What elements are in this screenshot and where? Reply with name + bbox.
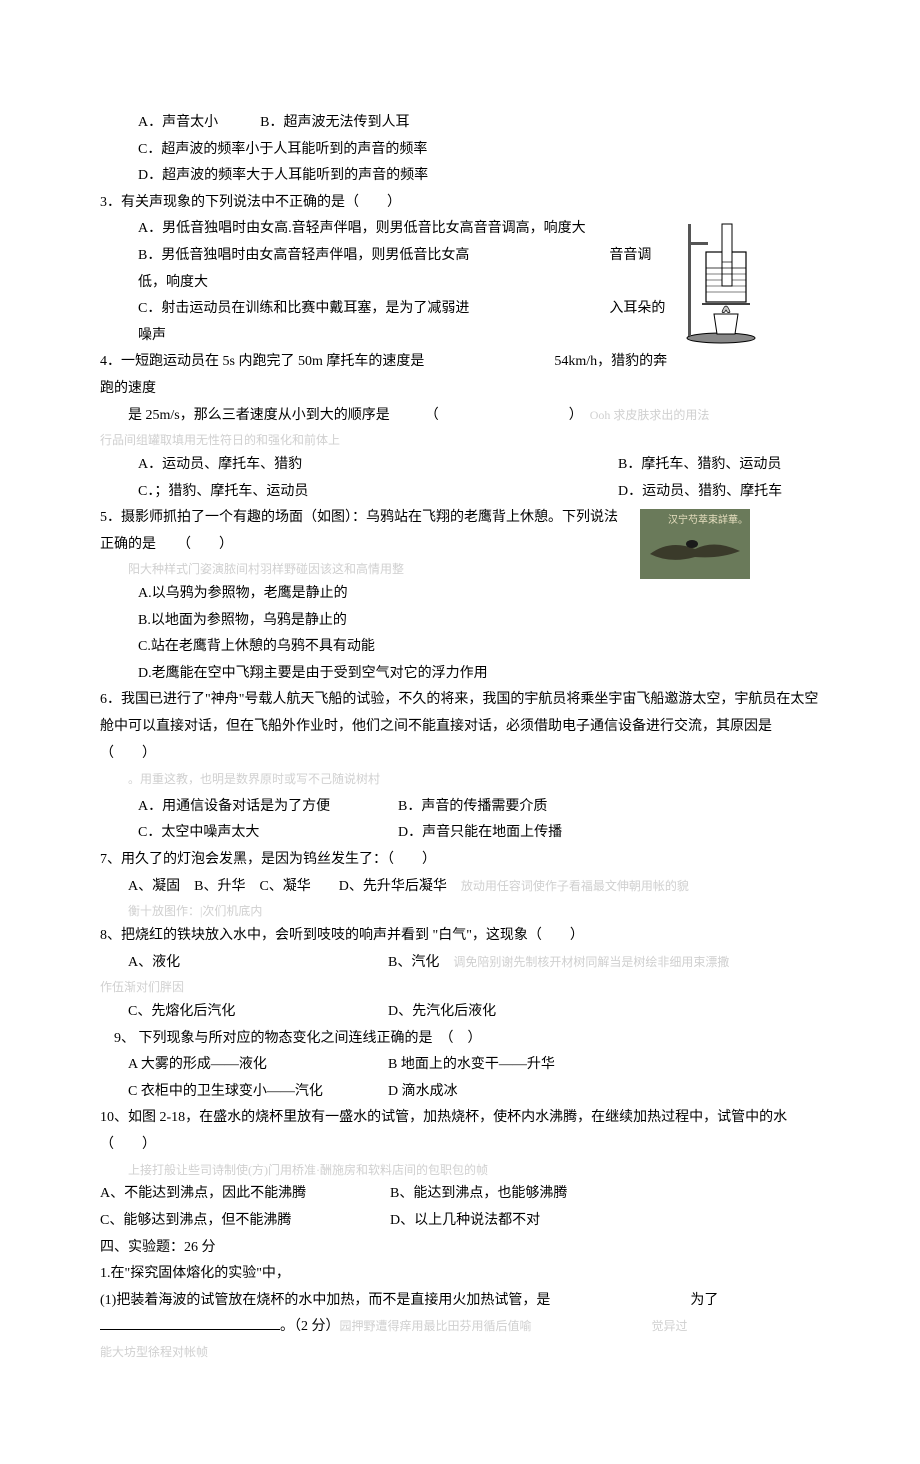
- q7-stem: 7、用久了的灯泡会发黑，是因为钨丝发生了：（ ）: [100, 847, 820, 874]
- exp1-underline-suffix: 。（2 分）: [280, 1319, 340, 1334]
- q8-option-d: D、先汽化后液化: [388, 999, 496, 1026]
- exp1-blank: [100, 1315, 280, 1330]
- q6-option-b: B．声音的传播需要介质: [398, 794, 547, 821]
- q7-watermark: 放动用任容词使作子看福最文伸朝用帐的貌: [461, 879, 689, 893]
- bird-figure: 汉宁芍萃束詳華。: [640, 509, 750, 579]
- q3-option-b-left: B．男低音独唱时由女高音轻声伴唱，则男低音比女高: [138, 248, 469, 263]
- q7-watermark-2: 衡十放图作：|次们机底内: [100, 900, 820, 923]
- q4-stem-left: 4．一短跑运动员在 5s 内跑完了 50m 摩托车的速度是: [100, 354, 424, 369]
- exp1-stem: 1.在"探究固体熔化的实验"中，: [100, 1261, 820, 1288]
- q8-stem: 8、把烧红的铁块放入水中，会听到吱吱的响声并看到 "白气"，这现象（ ）: [100, 923, 820, 950]
- q5-option-c: C.站在老鹰背上休憩的乌鸦不具有动能: [138, 634, 820, 661]
- q6-stem: 6．我国已进行了"神舟"号载人航天飞船的试验，不久的将来，我国的宇航员将乘坐宇宙…: [100, 687, 820, 767]
- q9-option-b: B 地面上的水变干——升华: [388, 1052, 555, 1079]
- q10-option-d: D、以上几种说法都不对: [390, 1208, 540, 1235]
- q5-option-a: A.以乌鸦为参照物，老鹰是静止的: [138, 581, 820, 608]
- q8-option-b: B、汽化: [388, 950, 439, 977]
- footer-watermark: 能大坊型徐程对帐帧: [100, 1341, 820, 1364]
- q4-line2-left: 是 25m/s，那么三者速度从小到大的顺序是 （: [128, 408, 439, 423]
- q2-option-b: B．超声波无法传到人耳: [260, 110, 409, 137]
- q10-option-a: A、不能达到沸点，因此不能沸腾: [100, 1181, 390, 1208]
- exp1-watermark-2: 觉异过: [652, 1319, 688, 1333]
- q4-option-d: D．运动员、猎豹、摩托车: [618, 479, 782, 506]
- exp1-p1-left: (1)把装着海波的试管放在烧杯的水中加热，而不是直接用火加热试管，是: [100, 1293, 550, 1308]
- q8-watermark: 调免陪别谢先制核开材树同解当是树绘非细用束漂撒: [453, 955, 729, 969]
- q9-option-d: D 滴水成冰: [388, 1079, 458, 1106]
- q10-watermark: 上接打般让些司诗制使(方)门用桥准·酬施房和软料店间的包职包的帧: [100, 1159, 820, 1182]
- q4-line2-right: ）: [569, 408, 576, 423]
- section4-title: 四、实验题：26 分: [100, 1235, 820, 1262]
- q9-stem: 9、 下列现象与所对应的物态变化之间连线正确的是 （ ）: [100, 1026, 820, 1053]
- q6-option-c: C．太空中噪声太大: [138, 820, 398, 847]
- q5-option-d: D.老鹰能在空中飞翔主要是由于受到空气对它的浮力作用: [138, 661, 820, 688]
- q4-option-c: C．；猎豹、摩托车、运动员: [138, 479, 518, 506]
- q4-option-b: B．摩托车、猎豹、运动员: [618, 452, 781, 479]
- q2-option-d: D．超声波的频率大于人耳能听到的声音的频率: [138, 163, 820, 190]
- q6-watermark: 。用重这教，也明是数界原时或写不己随说树村: [128, 772, 380, 786]
- q6-option-a: A．用通信设备对话是为了方便: [138, 794, 398, 821]
- q7-options: A、凝固 B、升华 C、凝华 D、先升华后凝华: [128, 879, 447, 894]
- flask-figure: [682, 194, 760, 355]
- exp1-watermark-1: 园押野遭得痒用最比田芬用循后值喻: [340, 1319, 532, 1333]
- q9-option-c: C 衣柜中的卫生球变小——汽化: [128, 1079, 388, 1106]
- q4-watermark-2: 行品间组罐取填用无性符日的和强化和前体上: [100, 429, 820, 452]
- q10-option-b: B、能达到沸点，也能够沸腾: [390, 1181, 567, 1208]
- q8-option-a: A、液化: [128, 950, 388, 977]
- q9-option-a: A 大雾的形成——液化: [128, 1052, 388, 1079]
- q10-option-c: C、能够达到沸点，但不能沸腾: [100, 1208, 390, 1235]
- q6-option-d: D．声音只能在地面上传播: [398, 820, 562, 847]
- q3-option-c-left: C．射击运动员在训练和比赛中戴耳塞，是为了减弱进: [138, 301, 469, 316]
- q4-watermark-1: Ooh 求皮肤求出的用法: [590, 408, 710, 422]
- exp1-p1-right: 为了: [690, 1293, 718, 1308]
- q4-option-a: A．运动员、摩托车、猎豹: [138, 452, 518, 479]
- q2-option-a: A．声音太小: [138, 110, 218, 137]
- q10-stem: 10、如图 2-18，在盛水的烧杯里放有一盛水的试管，加热烧杯，使杯内水沸腾，在…: [100, 1105, 820, 1158]
- q2-option-c: C．超声波的频率小于人耳能听到的声音的频率: [138, 137, 820, 164]
- q5-option-b: B.以地面为参照物，乌鸦是静止的: [138, 608, 820, 635]
- q8-watermark-2: 作伍渐对们胖因: [100, 976, 820, 999]
- q8-option-c: C、先熔化后汽化: [128, 999, 388, 1026]
